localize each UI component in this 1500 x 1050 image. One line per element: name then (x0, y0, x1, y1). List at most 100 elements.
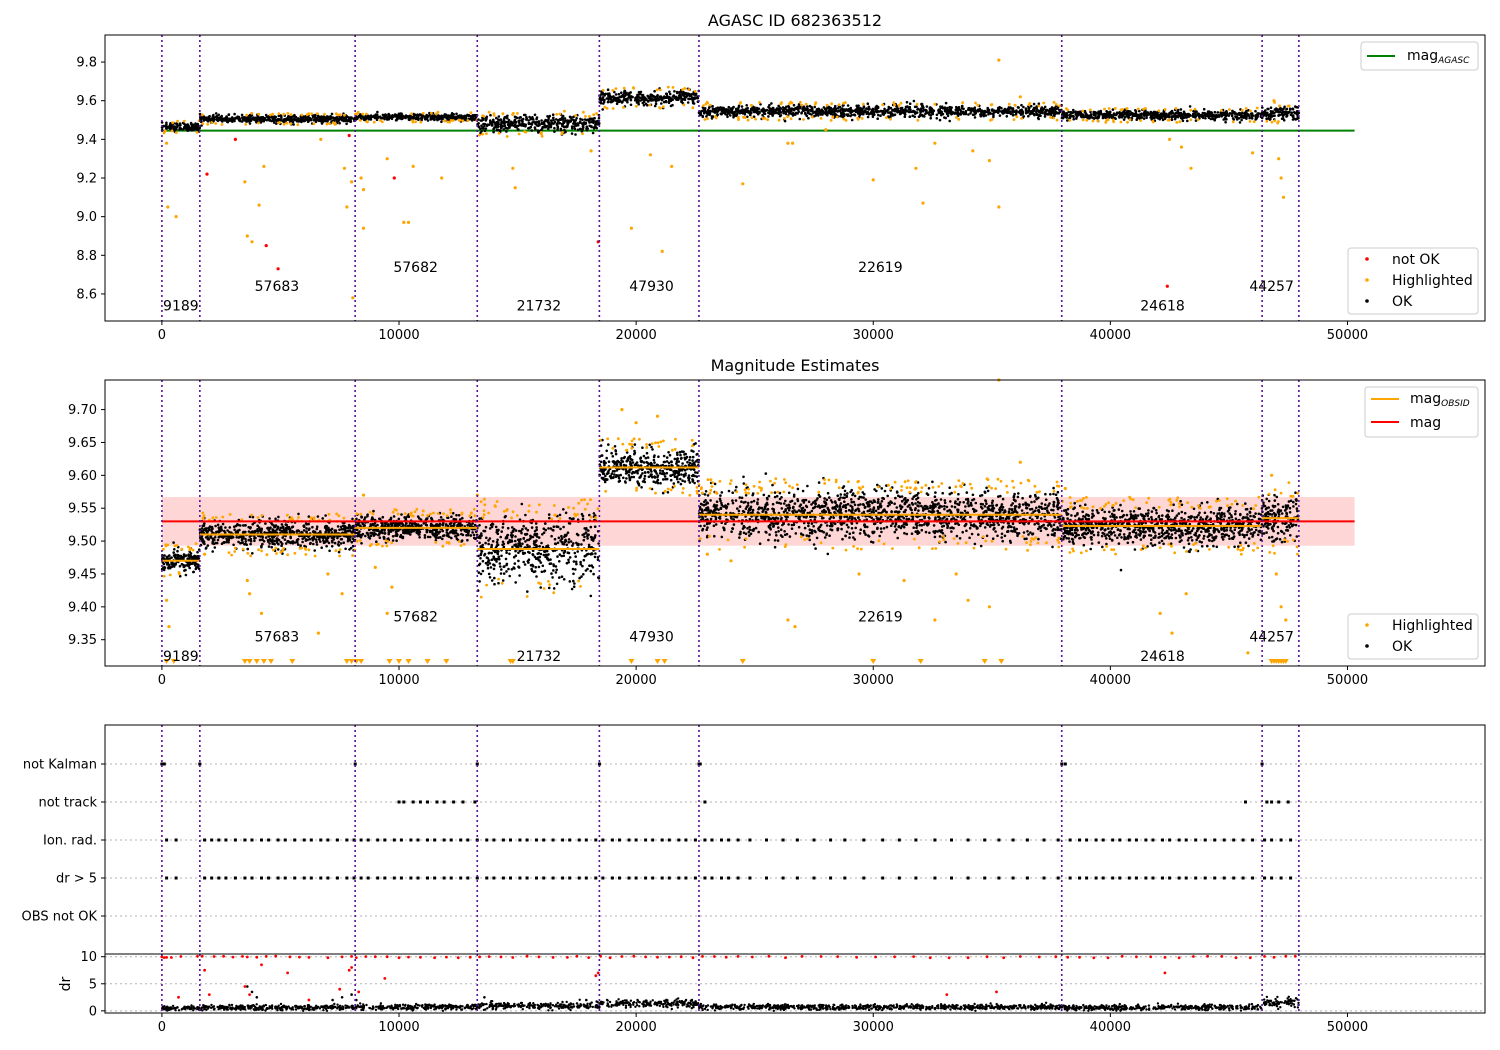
ok-point (606, 100, 610, 104)
ok-point (626, 100, 629, 104)
ok-point (807, 116, 810, 120)
ok-point (507, 125, 511, 128)
ok-point (380, 116, 384, 120)
ok-point (272, 542, 275, 545)
highlighted-point (260, 514, 264, 517)
highlighted-point (173, 544, 177, 548)
ok-point (929, 114, 933, 117)
ok-point (668, 92, 672, 96)
ok-point (395, 118, 398, 122)
ok-point (586, 127, 589, 130)
ok-point (205, 546, 208, 550)
ok-point (620, 101, 624, 104)
highlighted-point (791, 141, 795, 145)
ok-point (172, 554, 176, 557)
ok-point (656, 94, 659, 97)
ok-point (547, 127, 550, 131)
ok-point (1266, 117, 1270, 120)
ok-point (594, 125, 597, 129)
ok-point (1213, 117, 1217, 120)
highlighted-point (1163, 108, 1167, 111)
ok-point (1297, 116, 1300, 120)
highlighted-point (881, 103, 885, 107)
ok-point (1213, 110, 1217, 114)
ok-point (1173, 117, 1177, 121)
ok-point (212, 113, 215, 117)
ok-point (288, 118, 292, 122)
ok-point (1240, 115, 1244, 118)
ok-point (641, 98, 644, 101)
ok-point (1051, 107, 1054, 110)
ok-point (216, 538, 220, 542)
highlighted-point (177, 571, 181, 574)
x-tick-label: 30000 (853, 328, 894, 343)
ok-point (941, 112, 945, 116)
ok-point (1027, 106, 1030, 110)
ok-point (182, 565, 186, 569)
highlighted-point (1015, 115, 1019, 119)
highlighted-point (789, 100, 793, 104)
ok-point (988, 111, 992, 114)
ok-point (613, 98, 616, 101)
highlighted-point (1018, 95, 1022, 99)
ok-point (1254, 109, 1257, 113)
ok-point (267, 531, 271, 534)
highlighted-point (351, 296, 355, 300)
highlighted-point (233, 546, 237, 550)
ok-point (1216, 111, 1220, 114)
ok-point (266, 538, 270, 542)
ok-point (289, 535, 292, 539)
ok-point (465, 533, 468, 537)
highlighted-point (228, 513, 232, 516)
highlighted-point (899, 101, 903, 105)
ok-point (348, 548, 351, 551)
ok-point (332, 535, 335, 539)
ok-point (375, 540, 378, 543)
ok-point (669, 104, 673, 108)
highlighted-point (691, 106, 695, 110)
highlighted-point (310, 112, 313, 116)
ok-point (280, 542, 284, 545)
ok-point (408, 116, 411, 120)
highlighted-point (466, 119, 470, 122)
ok-point (856, 108, 859, 111)
highlighted-point (338, 554, 341, 558)
ok-point (361, 532, 365, 536)
highlighted-point (250, 240, 254, 244)
highlighted-point (282, 547, 285, 550)
ok-point (920, 107, 923, 110)
ok-point (1148, 112, 1152, 115)
ok-point (305, 527, 308, 530)
ok-point (692, 102, 696, 105)
ok-point (819, 113, 823, 116)
ok-point (187, 553, 190, 556)
ok-point (163, 554, 166, 557)
ok-point (1015, 110, 1018, 114)
highlighted-point (380, 120, 384, 124)
ok-point (895, 109, 898, 113)
ok-point (268, 517, 271, 520)
ok-point (644, 102, 648, 106)
ok-point (1047, 109, 1051, 112)
x-tick-label: 40000 (1090, 328, 1131, 343)
ok-point (496, 125, 500, 128)
ok-point (487, 123, 491, 126)
ok-point (212, 118, 216, 121)
highlighted-point (1096, 119, 1100, 123)
ok-point (929, 116, 932, 120)
ok-point (190, 562, 193, 565)
highlighted-point (976, 103, 980, 107)
ok-point (1230, 114, 1234, 118)
ok-point (330, 545, 334, 548)
highlighted-point (1278, 104, 1282, 108)
ok-point (994, 110, 998, 113)
ok-point (196, 554, 200, 558)
highlighted-point (629, 226, 634, 230)
highlighted-point (622, 86, 626, 90)
highlighted-point (758, 101, 761, 104)
ok-point (284, 542, 288, 545)
obsid-label: 21732 (517, 299, 562, 315)
ok-point (366, 514, 369, 518)
ok-point (200, 124, 203, 127)
ok-point (601, 98, 604, 102)
